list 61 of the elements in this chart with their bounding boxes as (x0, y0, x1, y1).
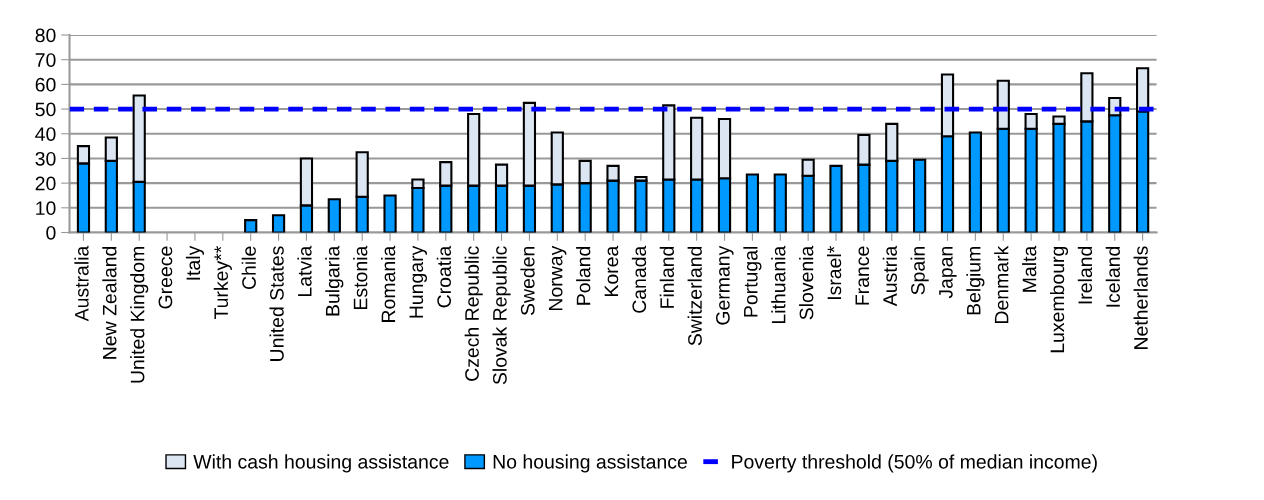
bar (383, 194, 397, 233)
bar (829, 164, 843, 233)
x-tick-label: Czech Republic (464, 246, 483, 381)
x-tick-label: Australia (74, 245, 89, 322)
x-tick-label: United States (269, 246, 284, 361)
bar (244, 219, 258, 233)
y-tick-label: 30 (35, 151, 56, 166)
x-tick-label: Hungary (409, 245, 427, 318)
x-tick-label: Croatia (436, 245, 452, 308)
bar (773, 173, 787, 233)
bar (745, 173, 760, 233)
y-tick-label: 20 (35, 176, 56, 191)
bar (327, 198, 341, 233)
x-tick-label: Finland (659, 246, 675, 308)
x-tick-label: Bulgaria (325, 245, 344, 316)
y-tick-label: 80 (35, 28, 56, 43)
x-tick-label: Canada (631, 245, 647, 313)
legend-label: With cash housing assistance (193, 454, 449, 473)
x-tick-label: France (855, 246, 870, 305)
bar (271, 214, 286, 233)
x-tick-label: Portugal (743, 246, 762, 317)
x-tick-label: United Kingdom (130, 246, 149, 383)
x-tick-label: Germany (715, 245, 734, 325)
x-tick-label: Romania (380, 245, 396, 322)
x-tick-label: Malta (1022, 245, 1037, 292)
x-tick-label: Sweden (520, 246, 535, 316)
legend-label: Poverty threshold (50% of median income) (732, 454, 1097, 473)
x-tick-label: Luxembourg (1049, 246, 1069, 353)
x-tick-label: Italy (185, 245, 205, 280)
x-tick-label: Poland (576, 246, 591, 305)
x-tick-label: Spain (910, 246, 929, 295)
x-tick-label: Ireland (1077, 246, 1093, 304)
x-tick-label: Estonia (353, 245, 368, 309)
x-tick-label: Korea (604, 245, 619, 296)
x-tick-label: Lithuania (771, 245, 786, 324)
x-tick-label: Austria (882, 245, 897, 307)
legend-label: No housing assistance (493, 454, 687, 473)
x-tick-label: Iceland (1105, 246, 1120, 307)
x-tick-label: New Zealand (102, 246, 117, 359)
bar (968, 131, 982, 233)
x-tick-label: Greece (158, 246, 173, 309)
y-tick-label: 60 (35, 77, 56, 92)
x-tick-label: Chile (241, 246, 256, 290)
x-tick-label: Slovenia (799, 245, 814, 320)
y-tick-label: 50 (35, 102, 56, 117)
x-tick-label: Japan (939, 246, 957, 299)
y-tick-label: 40 (35, 127, 56, 141)
y-tick-label: 0 (46, 225, 56, 240)
bar (634, 179, 648, 233)
x-tick-label: Slovak Republic (492, 246, 511, 385)
x-tick-label: Latvia (297, 245, 312, 296)
x-tick-label: Belgium (966, 246, 985, 315)
x-tick-label: Denmark (994, 245, 1009, 323)
bar (913, 158, 927, 233)
x-tick-label: Switzerland (687, 246, 702, 346)
y-tick-label: 70 (35, 53, 56, 67)
x-tick-label: Israel* (826, 246, 842, 300)
x-tick-label: Netherlands (1133, 246, 1148, 349)
x-tick-label: Norway (548, 245, 567, 311)
x-tick-label: Turkey** (213, 246, 232, 320)
y-tick-label: 10 (36, 201, 56, 216)
